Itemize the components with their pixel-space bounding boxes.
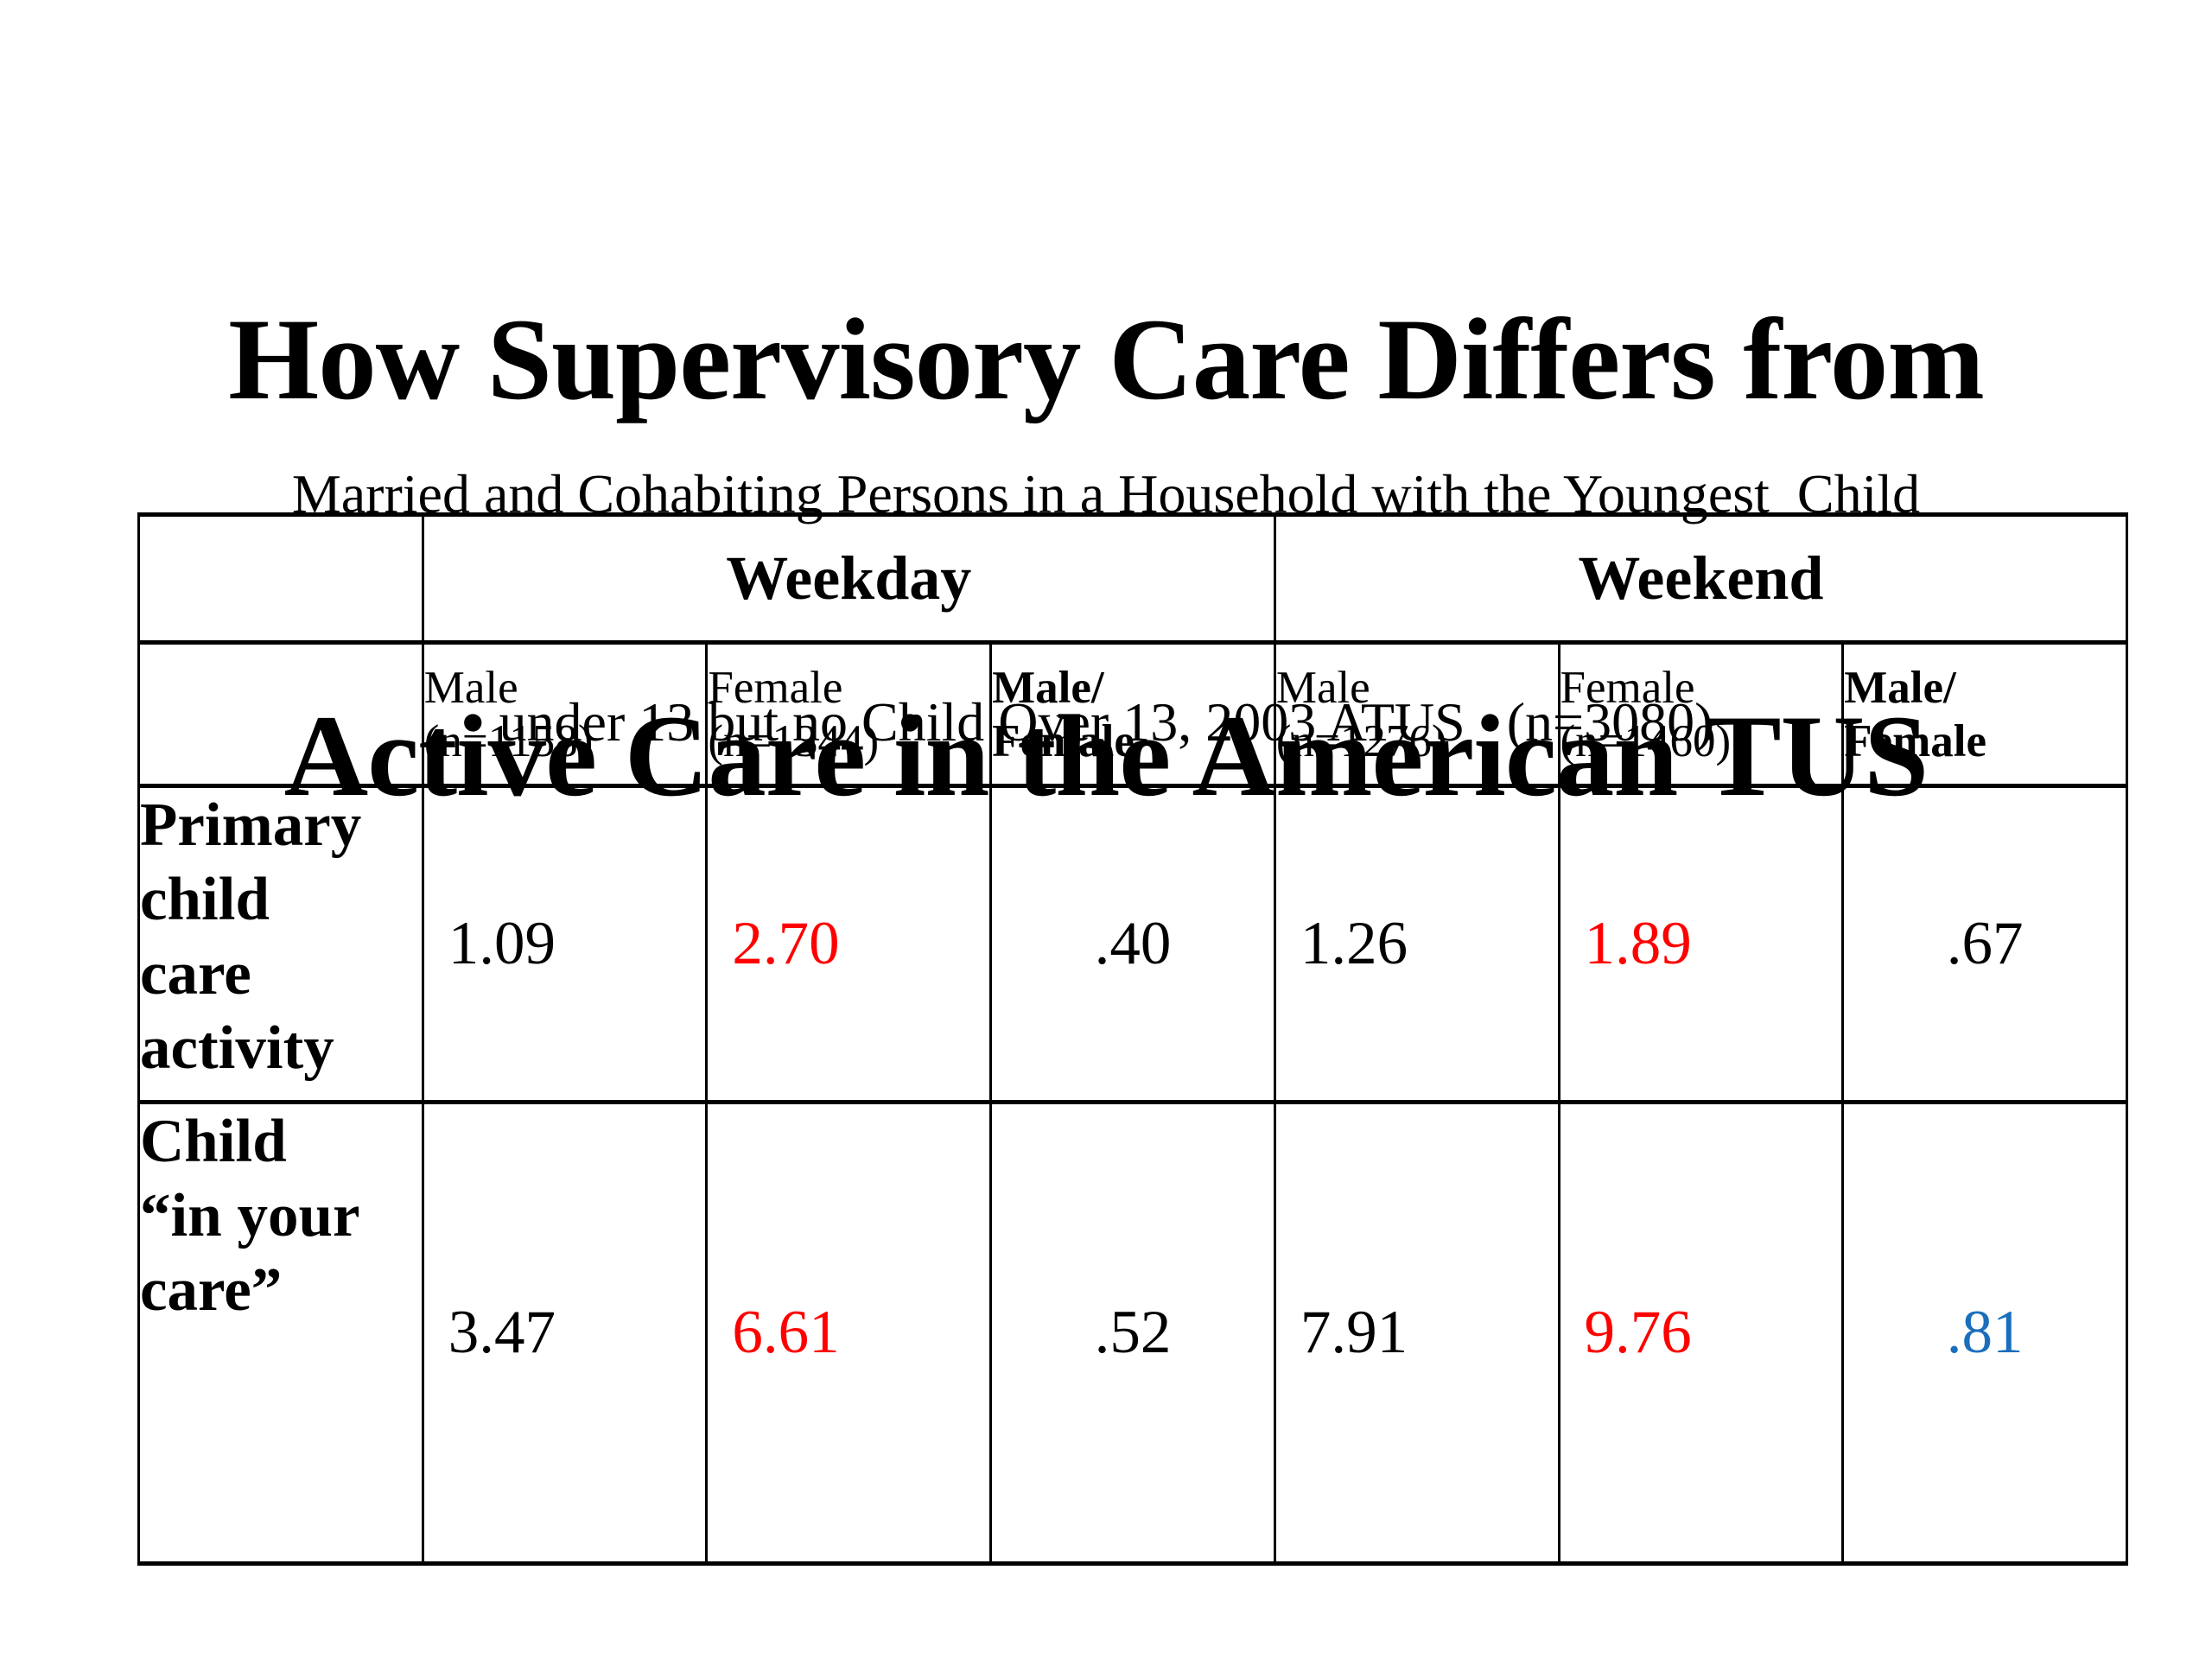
value-cell: 6.61 [705,1100,993,1566]
value-cell: 7.91 [1273,1100,1560,1566]
blank-corner-cell [137,512,424,645]
group-header-weekday: Weekday [421,512,1276,645]
table-row-groups: Weekday Weekend [137,512,2129,645]
row-label-child-in-your-care: Child “in your care” [137,1100,424,1566]
value-cell: .52 [989,1100,1276,1566]
blank-header-cell [137,640,424,788]
column-header-weekend-male: Male (n=1276) [1273,640,1560,788]
column-header-weekday-ratio: Male/ Female [989,640,1276,788]
table-row-child-in-your-care: Child “in your care” 3.47 6.61 .52 7.91 … [137,1100,2128,1566]
table-row-column-headers: Male (n=1158) Female (n=1344) Male/ Fema… [137,640,2128,788]
table-container: Weekday Weekend Male (n=1158) Female (n=… [137,512,2129,1566]
value-cell: 1.26 [1273,784,1560,1104]
value-cell: .40 [989,784,1276,1104]
value-cell: 9.76 [1557,1100,1845,1566]
group-header-weekend: Weekend [1273,512,2129,645]
value-cell: .67 [1841,784,2128,1104]
value-cell: 1.09 [421,784,709,1104]
value-cell: 3.47 [421,1100,709,1566]
slide-title-line1: How Supervisory Care Differs from [228,296,1985,424]
row-label-primary-child-care: Primary child care activity [137,784,424,1104]
column-header-weekday-male: Male (n=1158) [421,640,709,788]
value-cell: 2.70 [705,784,993,1104]
data-table: Weekday Weekend Male (n=1158) Female (n=… [137,512,2129,1566]
column-header-weekend-ratio: Male/ Female [1841,640,2128,788]
table-row-primary-child-care: Primary child care activity 1.09 2.70 .4… [137,784,2128,1104]
value-cell: 1.89 [1557,784,1845,1104]
value-cell: .81 [1841,1100,2128,1566]
column-header-weekday-female: Female (n=1344) [705,640,993,788]
column-header-weekend-female: Female (n=1460) [1557,640,1845,788]
